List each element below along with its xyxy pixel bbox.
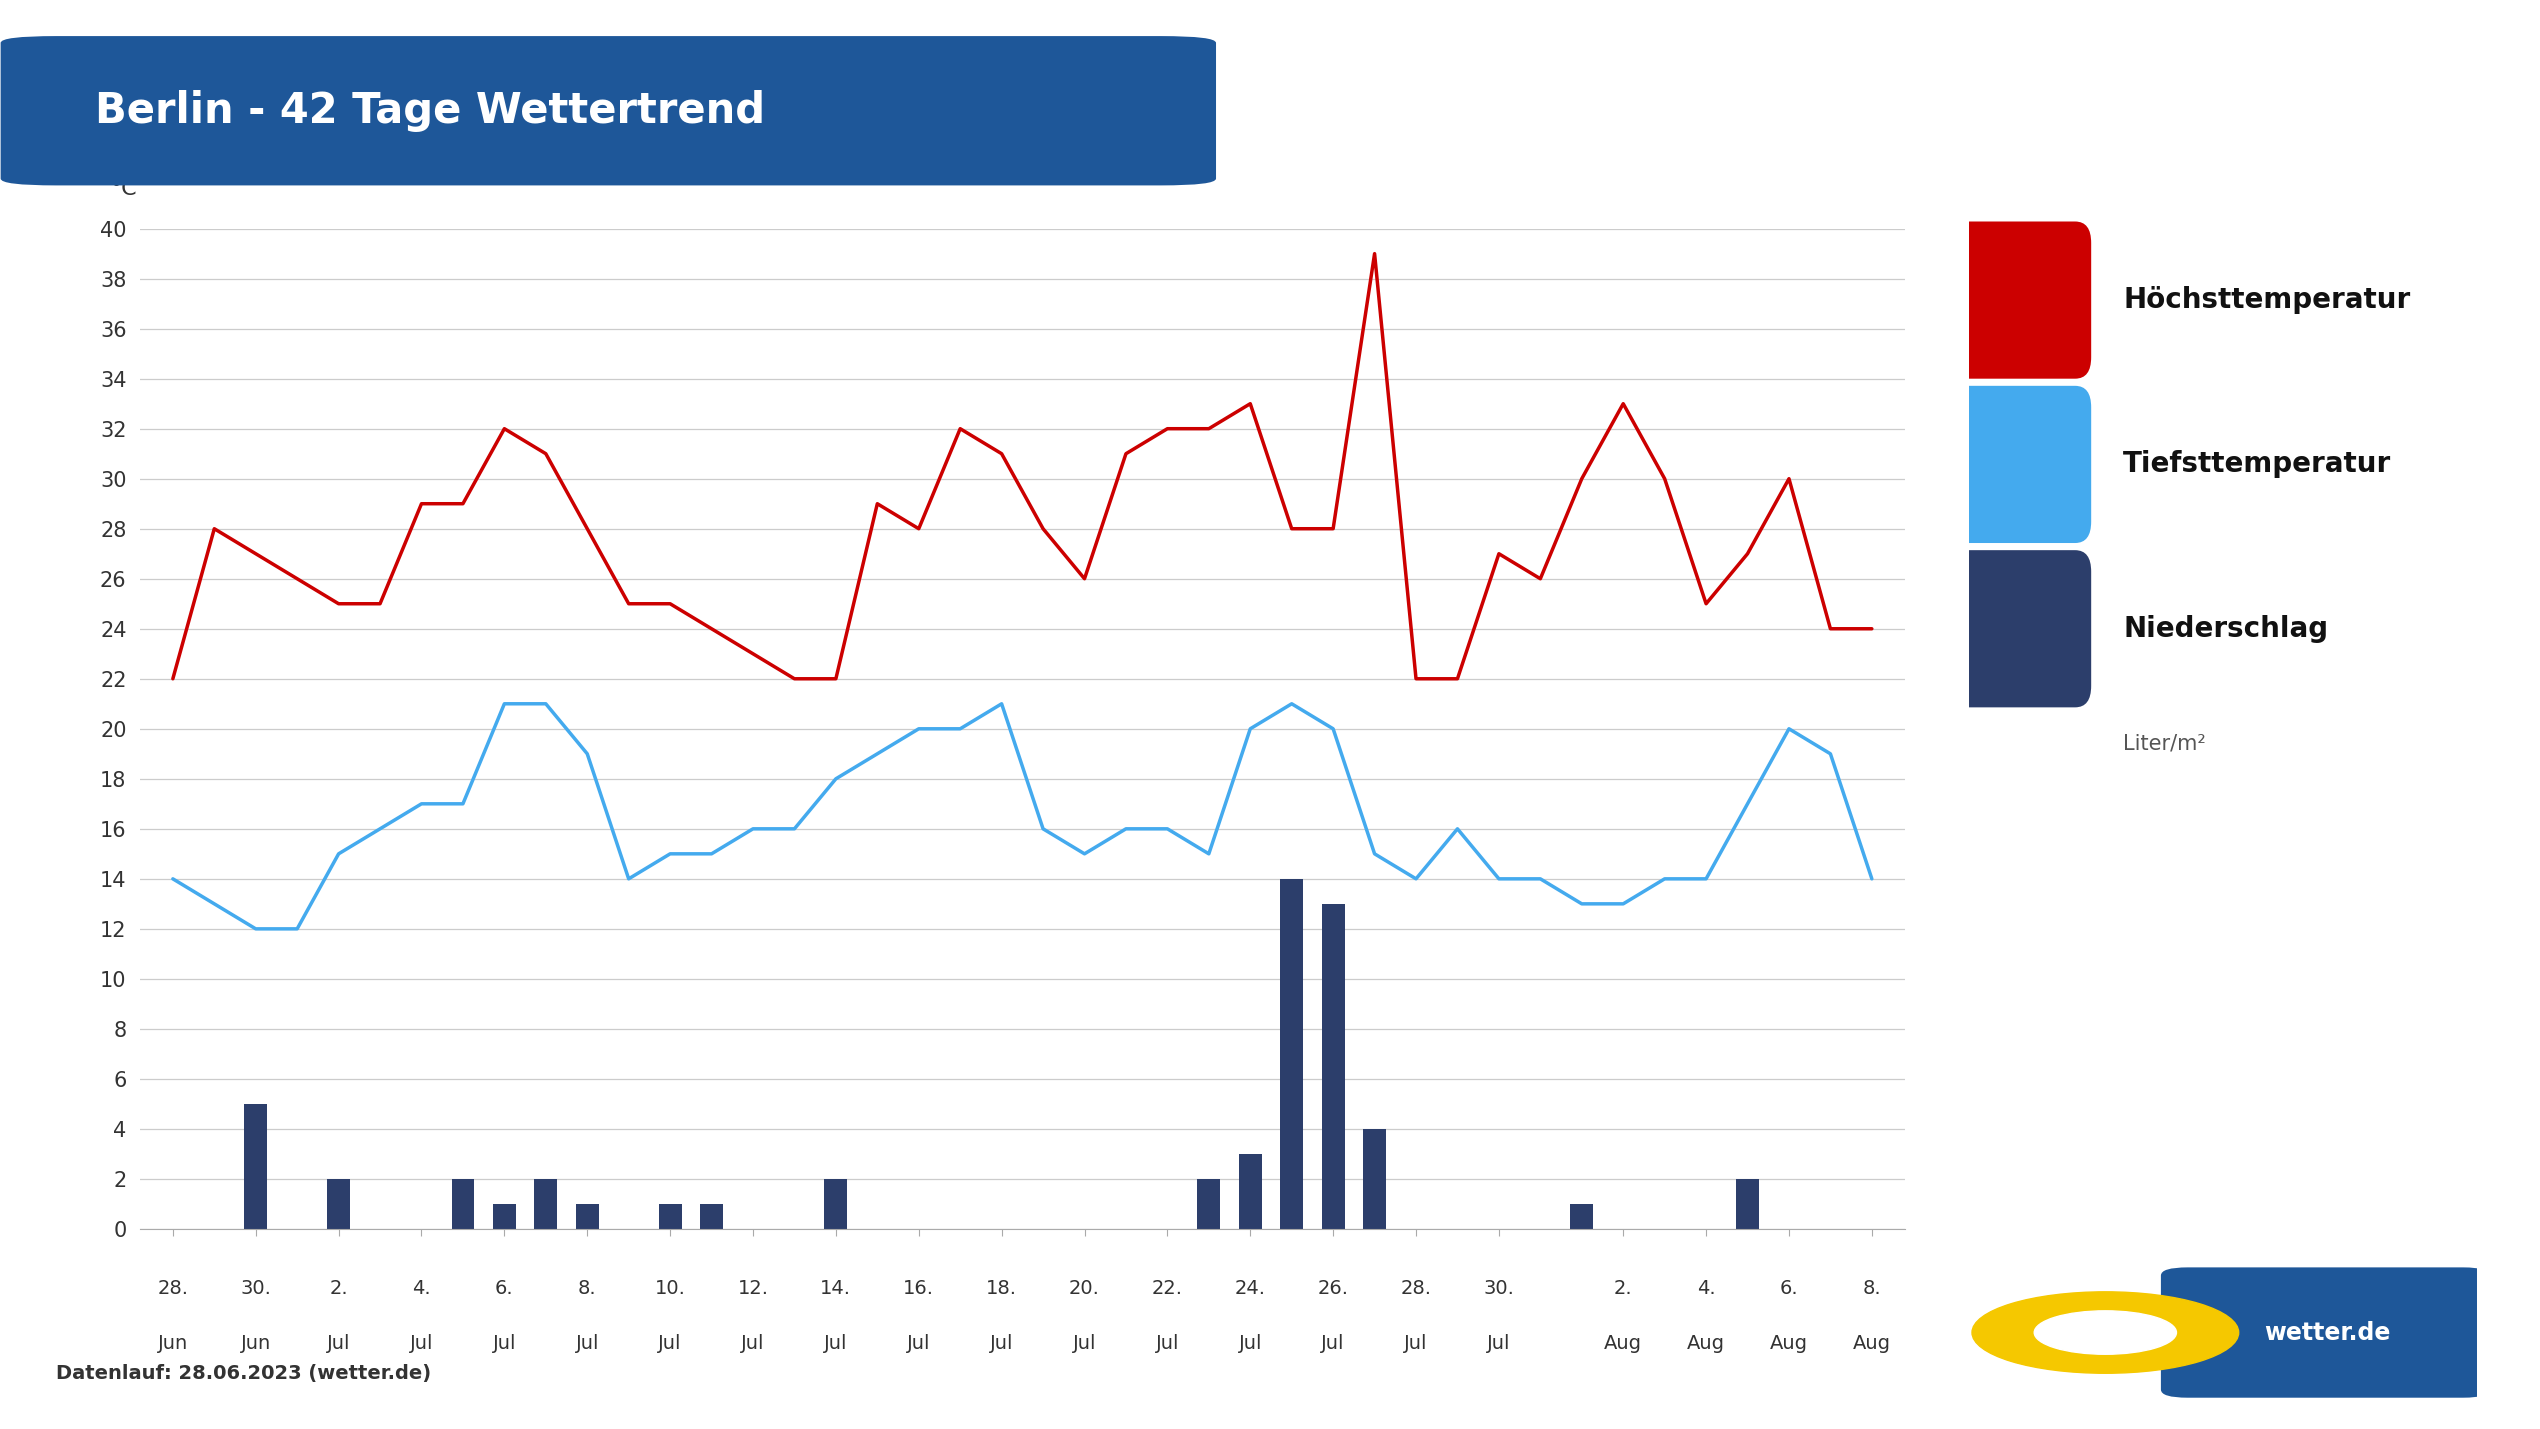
Text: 6.: 6. — [495, 1279, 513, 1298]
Text: Jun: Jun — [241, 1335, 272, 1353]
Text: Jul: Jul — [409, 1335, 434, 1353]
Bar — [1321, 905, 1344, 1229]
Text: Aug: Aug — [1770, 1335, 1808, 1353]
Text: Jul: Jul — [1072, 1335, 1097, 1353]
Bar — [244, 1103, 267, 1229]
Text: Jul: Jul — [742, 1335, 765, 1353]
Circle shape — [2035, 1310, 2177, 1355]
Text: 6.: 6. — [1781, 1279, 1798, 1298]
Text: Jul: Jul — [658, 1335, 681, 1353]
Text: 14.: 14. — [820, 1279, 851, 1298]
Text: 26.: 26. — [1318, 1279, 1349, 1298]
Text: Jul: Jul — [907, 1335, 930, 1353]
Text: 8.: 8. — [1862, 1279, 1882, 1298]
Bar — [1196, 1179, 1219, 1229]
Text: 12.: 12. — [737, 1279, 770, 1298]
Text: Jul: Jul — [823, 1335, 848, 1353]
Bar — [1240, 1155, 1262, 1229]
Text: 24.: 24. — [1234, 1279, 1265, 1298]
Text: 28.: 28. — [157, 1279, 188, 1298]
Text: 2.: 2. — [1613, 1279, 1633, 1298]
Text: 28.: 28. — [1400, 1279, 1433, 1298]
Circle shape — [1971, 1292, 2238, 1373]
Text: Jul: Jul — [493, 1335, 516, 1353]
Bar — [328, 1179, 351, 1229]
Text: Aug: Aug — [1605, 1335, 1643, 1353]
Text: Berlin - 42 Tage Wettertrend: Berlin - 42 Tage Wettertrend — [94, 90, 765, 131]
Text: Jul: Jul — [577, 1335, 599, 1353]
Bar — [493, 1203, 516, 1229]
Text: Jul: Jul — [1405, 1335, 1427, 1353]
FancyBboxPatch shape — [0, 36, 1217, 186]
Bar — [1737, 1179, 1758, 1229]
Text: Jul: Jul — [1240, 1335, 1262, 1353]
Text: Niederschlag: Niederschlag — [2123, 614, 2329, 643]
Text: 10.: 10. — [655, 1279, 686, 1298]
Text: Jul: Jul — [328, 1335, 351, 1353]
Text: 30.: 30. — [241, 1279, 272, 1298]
Bar — [577, 1203, 599, 1229]
Bar — [1570, 1203, 1593, 1229]
Text: 4.: 4. — [1697, 1279, 1714, 1298]
Bar — [452, 1179, 475, 1229]
Text: Höchsttemperatur: Höchsttemperatur — [2123, 286, 2410, 314]
Bar — [701, 1203, 724, 1229]
Text: Jul: Jul — [1486, 1335, 1511, 1353]
Text: 20.: 20. — [1069, 1279, 1100, 1298]
FancyBboxPatch shape — [1953, 386, 2090, 543]
FancyBboxPatch shape — [2162, 1268, 2489, 1398]
FancyBboxPatch shape — [1953, 221, 2090, 379]
Bar — [1364, 1129, 1387, 1229]
Text: Aug: Aug — [1852, 1335, 1890, 1353]
Text: Liter/m²: Liter/m² — [2123, 733, 2207, 753]
Bar — [826, 1179, 848, 1229]
Text: 2.: 2. — [330, 1279, 348, 1298]
Text: 4.: 4. — [411, 1279, 432, 1298]
Text: 22.: 22. — [1151, 1279, 1184, 1298]
Text: 16.: 16. — [904, 1279, 935, 1298]
Text: Jul: Jul — [1156, 1335, 1179, 1353]
Text: 8.: 8. — [579, 1279, 597, 1298]
Bar — [1280, 879, 1303, 1229]
Text: Aug: Aug — [1687, 1335, 1725, 1353]
Bar — [658, 1203, 681, 1229]
Bar — [533, 1179, 556, 1229]
FancyBboxPatch shape — [1953, 550, 2090, 707]
Text: wetter.de: wetter.de — [2263, 1320, 2390, 1345]
Text: °C: °C — [112, 179, 137, 199]
Text: 18.: 18. — [986, 1279, 1016, 1298]
Text: Datenlauf: 28.06.2023 (wetter.de): Datenlauf: 28.06.2023 (wetter.de) — [56, 1365, 432, 1383]
Text: Tiefsttemperatur: Tiefsttemperatur — [2123, 450, 2393, 479]
Text: Jul: Jul — [1321, 1335, 1344, 1353]
Text: 30.: 30. — [1483, 1279, 1514, 1298]
Text: Jul: Jul — [991, 1335, 1013, 1353]
Text: Jun: Jun — [157, 1335, 188, 1353]
